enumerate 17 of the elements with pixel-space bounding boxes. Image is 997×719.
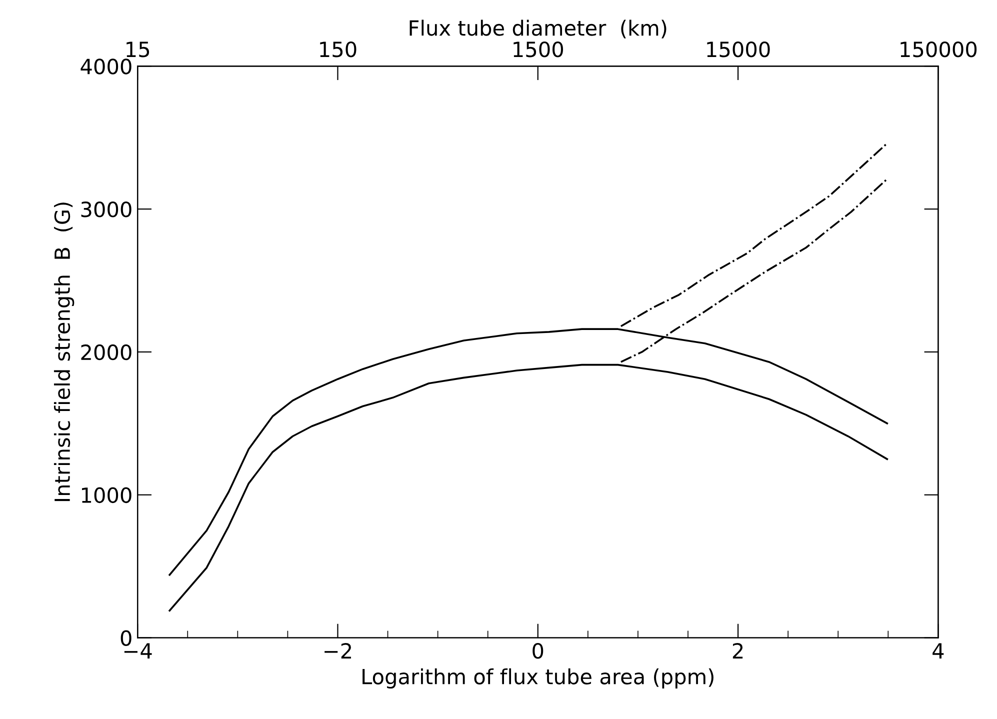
y-axis-title: Intrinsic field strength B (G) <box>54 202 74 502</box>
x2-axis-title: Flux tube diameter (km) <box>410 20 666 38</box>
x2-tick-label: 15 <box>126 42 150 58</box>
x-tick-label: 2 <box>732 642 743 658</box>
x2-tick-label: 150 <box>320 41 356 58</box>
line-series <box>168 364 888 612</box>
x-tick-label: 0 <box>532 642 544 659</box>
x-axis-title: Logarithm of flux tube area (ppm) <box>362 668 714 688</box>
y-tick-label: 2000 <box>81 344 132 360</box>
x2-tick-label: 15000 <box>707 41 770 58</box>
x2-tick-label: 1500 <box>514 41 564 58</box>
y-tick-label: 3000 <box>81 202 132 218</box>
x2-tick-label: 150000 <box>900 41 977 58</box>
x-tick-label: 4 <box>932 643 944 658</box>
x-tick-label: −2 <box>324 642 351 658</box>
y-tick-label: 4000 <box>80 58 132 74</box>
y-tick-label: 1000 <box>82 487 132 504</box>
